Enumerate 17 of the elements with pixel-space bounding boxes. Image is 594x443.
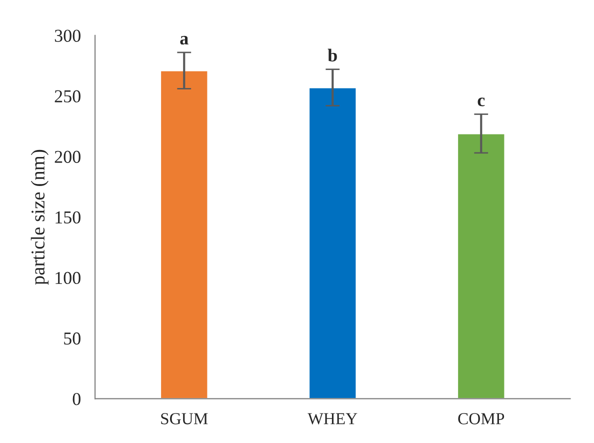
y-tick-label: 0	[72, 392, 80, 406]
bar	[160, 70, 209, 399]
x-tick-label: WHEY	[308, 413, 358, 424]
bar	[456, 132, 506, 399]
y-tick-label: 200	[54, 150, 80, 163]
y-tick-label: 100	[56, 272, 80, 284]
annotation: c	[478, 98, 485, 106]
bar	[308, 86, 358, 399]
annotation: a	[180, 36, 188, 45]
y-tick-label: 50	[64, 332, 80, 345]
y-tick-label: 300	[54, 30, 80, 42]
y-tick-label: 250	[54, 90, 80, 102]
y-tick-label: 150	[56, 211, 80, 224]
y-axis-title: particle size (nm)	[30, 150, 49, 285]
annotation: b	[328, 48, 337, 62]
x-tick-label: COMP	[458, 413, 504, 424]
x-tick-label: SGUM	[161, 413, 208, 424]
